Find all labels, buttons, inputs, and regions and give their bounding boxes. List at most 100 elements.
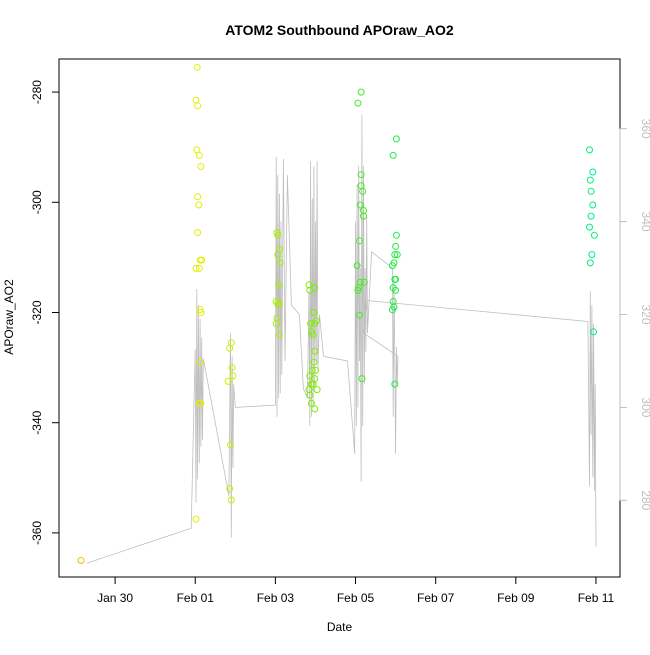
data-point (389, 151, 397, 159)
data-point (197, 163, 205, 170)
data-point (192, 515, 200, 523)
x-tick-label: Feb 03 (257, 591, 295, 605)
x-tick-label: Feb 05 (337, 591, 375, 605)
data-point (197, 309, 205, 316)
data-point (196, 358, 204, 366)
data-point (306, 391, 314, 399)
data-point (194, 229, 202, 237)
data-point (310, 358, 318, 366)
data-point (392, 275, 400, 283)
x-tick-label: Jan 30 (97, 591, 133, 605)
data-point (192, 264, 200, 272)
data-point (276, 259, 284, 267)
x-tick-label: Feb 11 (578, 591, 615, 605)
x-axis-label: Date (327, 620, 353, 634)
data-point (197, 399, 205, 407)
data-point (589, 201, 597, 209)
y-axis-left: -280 -300 -320 -340 -360 (30, 80, 60, 545)
data-point (590, 328, 598, 336)
data-point (392, 231, 400, 239)
data-point (275, 331, 283, 338)
data-point (311, 284, 319, 292)
data-point (392, 286, 400, 294)
data-point (388, 262, 396, 270)
data-point (194, 193, 202, 201)
y-tick-label: -360 (30, 521, 44, 545)
data-point (77, 557, 85, 564)
y-tick-label: -280 (30, 80, 44, 104)
data-point (392, 135, 400, 143)
data-point (586, 259, 594, 267)
data-point (227, 496, 235, 504)
data-point (353, 262, 361, 270)
data-point (307, 328, 315, 336)
data-point (391, 380, 399, 388)
data-point (309, 380, 317, 388)
data-point (226, 485, 234, 493)
data-point (357, 88, 365, 96)
y-tick-label: -320 (30, 300, 44, 324)
data-point (224, 377, 232, 385)
x-tick-label: Feb 09 (497, 591, 535, 605)
data-point (195, 264, 203, 272)
data-point (360, 212, 367, 220)
line-series-path (86, 114, 597, 564)
data-point (359, 187, 367, 195)
points-layer (77, 63, 598, 564)
data-point (228, 364, 236, 372)
data-point (388, 306, 396, 314)
data-point (586, 146, 593, 154)
data-point (275, 281, 283, 289)
x-axis: Jan 30 Feb 01 Feb 03 Feb 05 Feb 07 Feb 09 Feb … (97, 576, 615, 605)
plot-frame (58, 58, 621, 578)
data-point (587, 187, 595, 195)
data-point (356, 201, 364, 209)
y-axis-right: 280 300 320 340 360 (619, 119, 650, 511)
data-point (274, 251, 282, 259)
data-point (356, 311, 363, 319)
data-point (195, 201, 203, 209)
data-point (586, 223, 593, 231)
data-point (354, 286, 362, 294)
line-series-layer (86, 114, 597, 564)
data-point (313, 386, 321, 394)
data-point (227, 441, 234, 449)
data-point (588, 251, 596, 259)
data-point (272, 320, 280, 327)
data-point (275, 300, 283, 308)
data-point (274, 231, 282, 239)
data-point (311, 347, 319, 355)
y-tick-label: -300 (30, 190, 44, 214)
data-point (307, 399, 315, 407)
y2-tick-label: 340 (639, 212, 650, 232)
data-point (587, 212, 595, 220)
y2-tick-label: 300 (639, 397, 650, 417)
data-point (354, 99, 362, 107)
data-point (307, 320, 315, 327)
data-point (312, 366, 319, 374)
data-point (357, 171, 365, 179)
y-axis-label: APOraw_AO2 (2, 279, 16, 355)
data-point (193, 146, 201, 154)
y2-tick-label: 320 (639, 305, 650, 325)
data-point (312, 317, 320, 325)
y2-tick-label: 280 (639, 490, 650, 510)
data-point (391, 251, 399, 259)
data-point (586, 176, 594, 184)
data-point (310, 309, 318, 316)
y2-tick-label: 360 (639, 119, 650, 139)
data-point (198, 256, 206, 264)
x-tick-label: Feb 01 (177, 591, 215, 605)
data-point (227, 339, 235, 347)
data-point (360, 278, 368, 286)
data-point (392, 242, 400, 250)
data-point (195, 151, 203, 159)
data-point (229, 372, 237, 380)
data-point (193, 63, 201, 71)
data-point (196, 306, 204, 314)
data-point (589, 168, 597, 176)
x-tick-label: Feb 07 (417, 591, 455, 605)
chart-title: ATOM2 Southbound APOraw_AO2 (225, 22, 454, 38)
